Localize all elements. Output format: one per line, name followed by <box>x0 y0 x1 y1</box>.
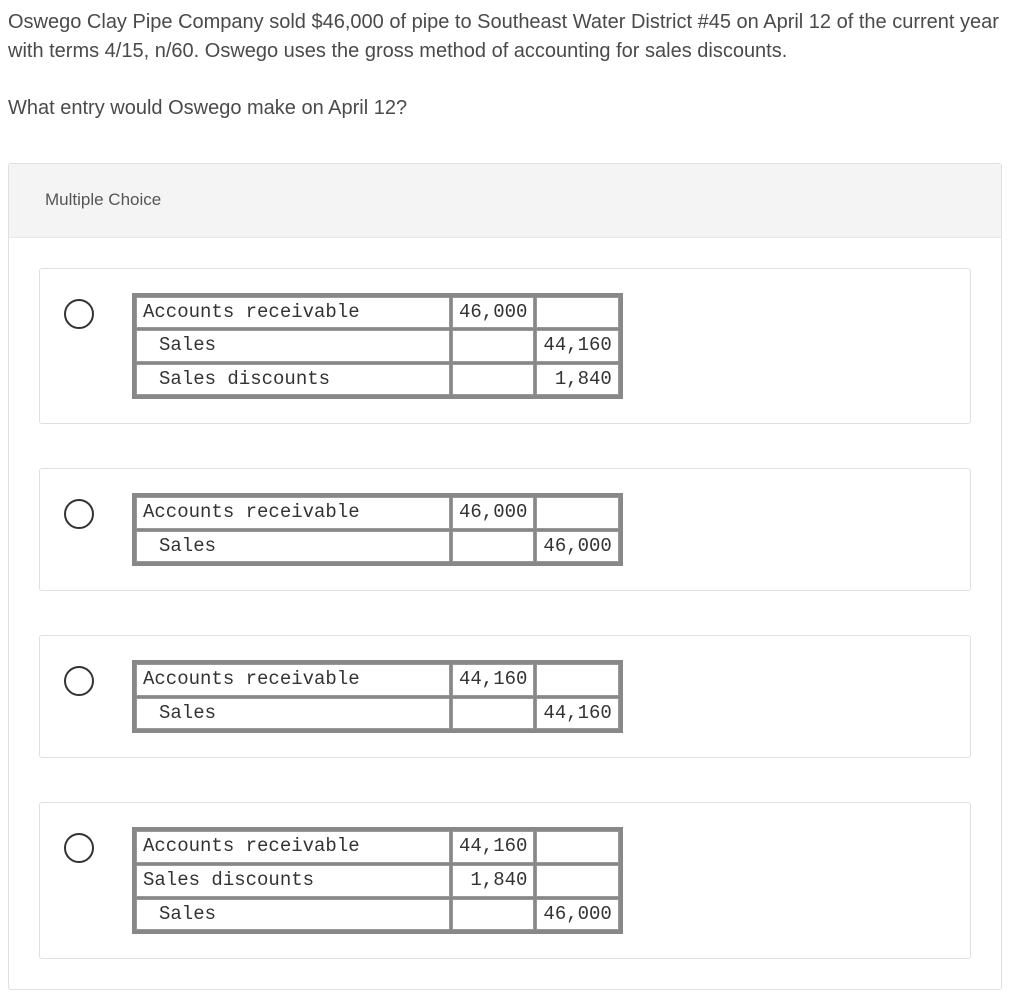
credit-cell <box>536 664 618 696</box>
option-card[interactable]: Accounts receivable46,000Sales44,160Sale… <box>39 268 971 425</box>
account-cell: Sales <box>136 899 450 931</box>
debit-cell <box>452 899 534 931</box>
account-cell: Sales discounts <box>136 865 450 897</box>
debit-cell: 46,000 <box>452 497 534 529</box>
table-row: Accounts receivable44,160 <box>136 831 619 863</box>
table-row: Sales 44,160 <box>136 698 619 730</box>
table-row: Accounts receivable46,000 <box>136 497 619 529</box>
debit-cell: 46,000 <box>452 297 534 329</box>
credit-cell: 46,000 <box>536 531 618 563</box>
question-paragraph: Oswego Clay Pipe Company sold $46,000 of… <box>8 8 1002 66</box>
credit-cell <box>536 831 618 863</box>
debit-cell: 44,160 <box>452 831 534 863</box>
account-cell: Accounts receivable <box>136 497 450 529</box>
radio-button[interactable] <box>64 499 94 529</box>
account-cell: Accounts receivable <box>136 831 450 863</box>
debit-cell <box>452 698 534 730</box>
journal-entry-table: Accounts receivable44,160Sales44,160 <box>132 660 623 733</box>
account-cell: Sales <box>136 531 450 563</box>
account-cell: Accounts receivable <box>136 664 450 696</box>
credit-cell <box>536 497 618 529</box>
credit-cell <box>536 297 618 329</box>
journal-entry-table: Accounts receivable44,160Sales discounts… <box>132 827 623 934</box>
credit-cell: 1,840 <box>536 364 618 396</box>
table-row: Sales discounts1,840 <box>136 865 619 897</box>
radio-button[interactable] <box>64 833 94 863</box>
radio-button[interactable] <box>64 666 94 696</box>
options-list: Accounts receivable46,000Sales44,160Sale… <box>9 238 1001 989</box>
table-row: Sales discounts 1,840 <box>136 364 619 396</box>
table-row: Accounts receivable44,160 <box>136 664 619 696</box>
multiple-choice-container: Multiple Choice Accounts receivable46,00… <box>8 163 1002 990</box>
account-cell: Sales discounts <box>136 364 450 396</box>
multiple-choice-header: Multiple Choice <box>9 164 1001 238</box>
option-card[interactable]: Accounts receivable44,160Sales discounts… <box>39 802 971 959</box>
debit-cell <box>452 330 534 362</box>
journal-entry-table: Accounts receivable46,000Sales44,160Sale… <box>132 293 623 400</box>
account-cell: Accounts receivable <box>136 297 450 329</box>
credit-cell: 44,160 <box>536 698 618 730</box>
radio-button[interactable] <box>64 299 94 329</box>
option-card[interactable]: Accounts receivable46,000Sales46,000 <box>39 468 971 591</box>
option-card[interactable]: Accounts receivable44,160Sales44,160 <box>39 635 971 758</box>
credit-cell: 44,160 <box>536 330 618 362</box>
account-cell: Sales <box>136 330 450 362</box>
table-row: Sales 46,000 <box>136 899 619 931</box>
table-row: Sales 44,160 <box>136 330 619 362</box>
credit-cell: 46,000 <box>536 899 618 931</box>
debit-cell: 1,840 <box>452 865 534 897</box>
debit-cell: 44,160 <box>452 664 534 696</box>
debit-cell <box>452 364 534 396</box>
debit-cell <box>452 531 534 563</box>
table-row: Accounts receivable46,000 <box>136 297 619 329</box>
account-cell: Sales <box>136 698 450 730</box>
credit-cell <box>536 865 618 897</box>
table-row: Sales 46,000 <box>136 531 619 563</box>
question-prompt: What entry would Oswego make on April 12… <box>8 94 1002 123</box>
journal-entry-table: Accounts receivable46,000Sales46,000 <box>132 493 623 566</box>
